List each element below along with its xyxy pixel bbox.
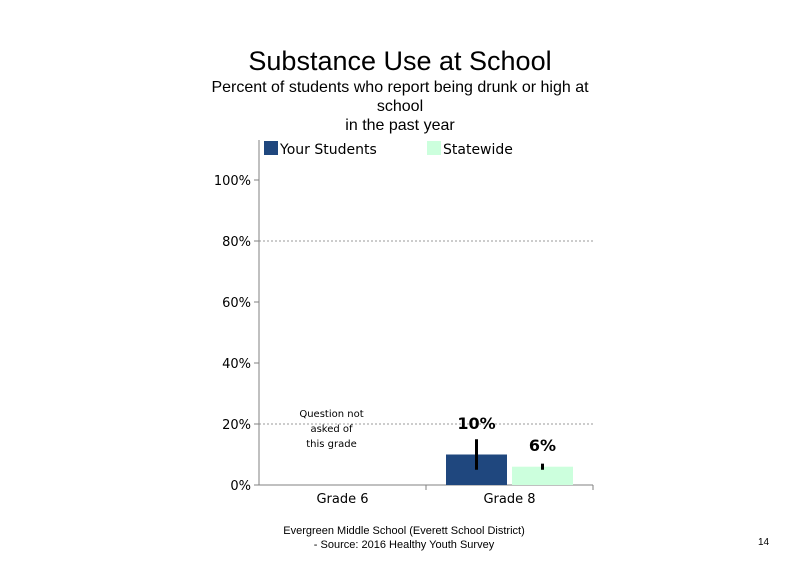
x-tick-label: Grade 6 xyxy=(316,492,368,507)
data-label: 10% xyxy=(457,414,495,433)
footer-line-1: Evergreen Middle School (Everett School … xyxy=(283,525,525,537)
legend-label: Statewide xyxy=(443,142,513,158)
subtitle-line-1: Percent of students who report being dru… xyxy=(211,79,589,96)
data-label: 6% xyxy=(529,436,556,455)
annotation-text: this grade xyxy=(306,439,357,450)
subtitle-line-2: school xyxy=(376,98,424,115)
subtitle-line-3: in the past year xyxy=(345,117,455,134)
annotation-text: Question not xyxy=(299,409,363,420)
x-tick-label: Grade 8 xyxy=(483,492,535,507)
legend-label: Your Students xyxy=(279,142,377,158)
y-tick-label: 40% xyxy=(222,357,251,372)
y-tick-label: 80% xyxy=(222,235,251,250)
legend-swatch xyxy=(264,141,278,155)
y-tick-label: 20% xyxy=(222,418,251,433)
footer-line-2: - Source: 2016 Healthy Youth Survey xyxy=(313,539,495,551)
y-tick-label: 0% xyxy=(230,479,251,494)
annotation-text: asked of xyxy=(310,424,353,435)
legend-swatch xyxy=(427,141,441,155)
bar xyxy=(512,466,573,485)
y-tick-label: 100% xyxy=(214,174,251,189)
chart-subtitle: Percent of students who report being dru… xyxy=(200,78,600,135)
chart-title: Substance Use at School xyxy=(248,46,552,76)
page-number: 14 xyxy=(758,537,770,548)
y-tick-label: 60% xyxy=(222,296,251,311)
footer: Evergreen Middle School (Everett School … xyxy=(276,524,532,552)
